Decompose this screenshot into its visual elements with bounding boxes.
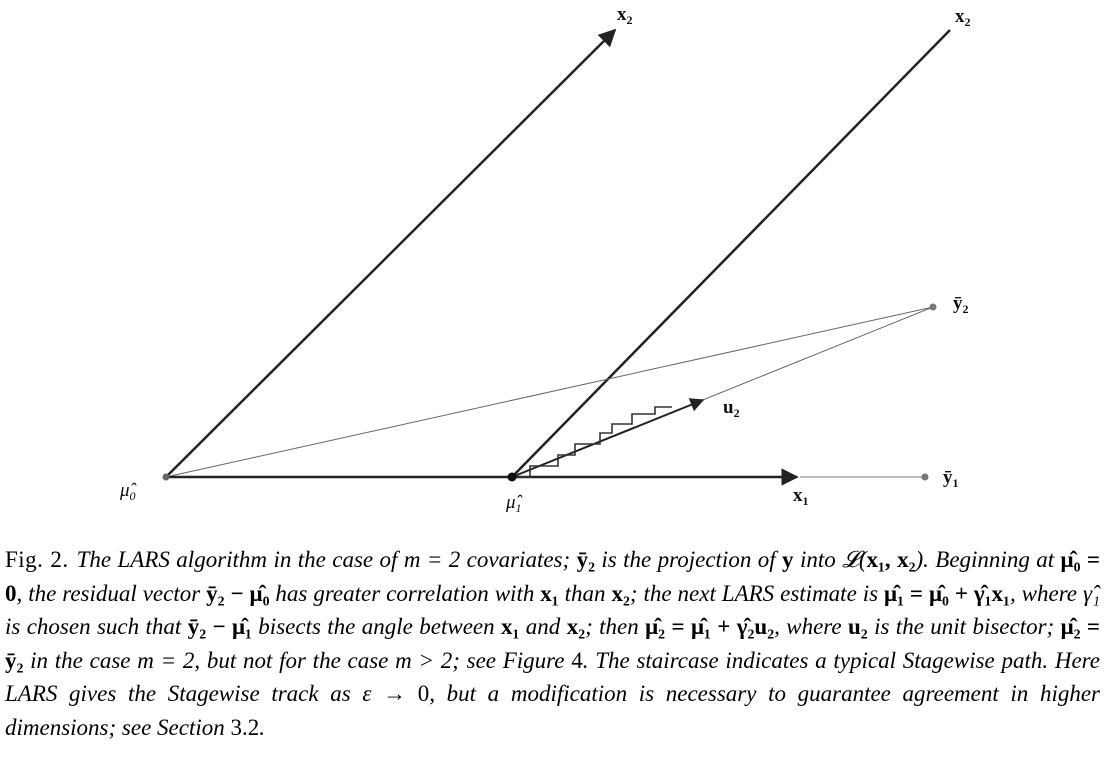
- ybar2-point: [929, 303, 937, 311]
- x2-vector-from-mu0: [165, 28, 617, 478]
- lars-geometry-figure: x2 x2 ȳ2 ȳ1 u2 x1 μ̂0 μ̂1: [119, 4, 971, 515]
- residual-line-mu0-ybar2: [165, 306, 934, 478]
- figure-number-label: Fig. 2.: [5, 547, 69, 572]
- caption-text: The LARS algorithm in the case of m = 2 …: [5, 547, 1101, 740]
- mu1-point: [507, 472, 517, 482]
- label-ybar2: ȳ2: [953, 293, 969, 316]
- label-x1: x1: [793, 485, 809, 508]
- label-mu1: μ̂1: [505, 492, 524, 515]
- label-ybar1: ȳ1: [943, 467, 959, 490]
- x2-vector-from-mu1: [511, 29, 951, 478]
- label-x2-right: x2: [955, 6, 971, 29]
- ybar1-point: [921, 473, 929, 481]
- label-mu0: μ̂0: [119, 480, 138, 503]
- stagewise-staircase-path: [512, 406, 672, 478]
- label-x2-left: x2: [617, 4, 633, 27]
- figure-caption: Fig. 2. The LARS algorithm in the case of…: [5, 543, 1100, 744]
- u2-vector: [511, 398, 705, 478]
- label-u2: u2: [723, 397, 740, 420]
- mu0-point: [162, 473, 170, 481]
